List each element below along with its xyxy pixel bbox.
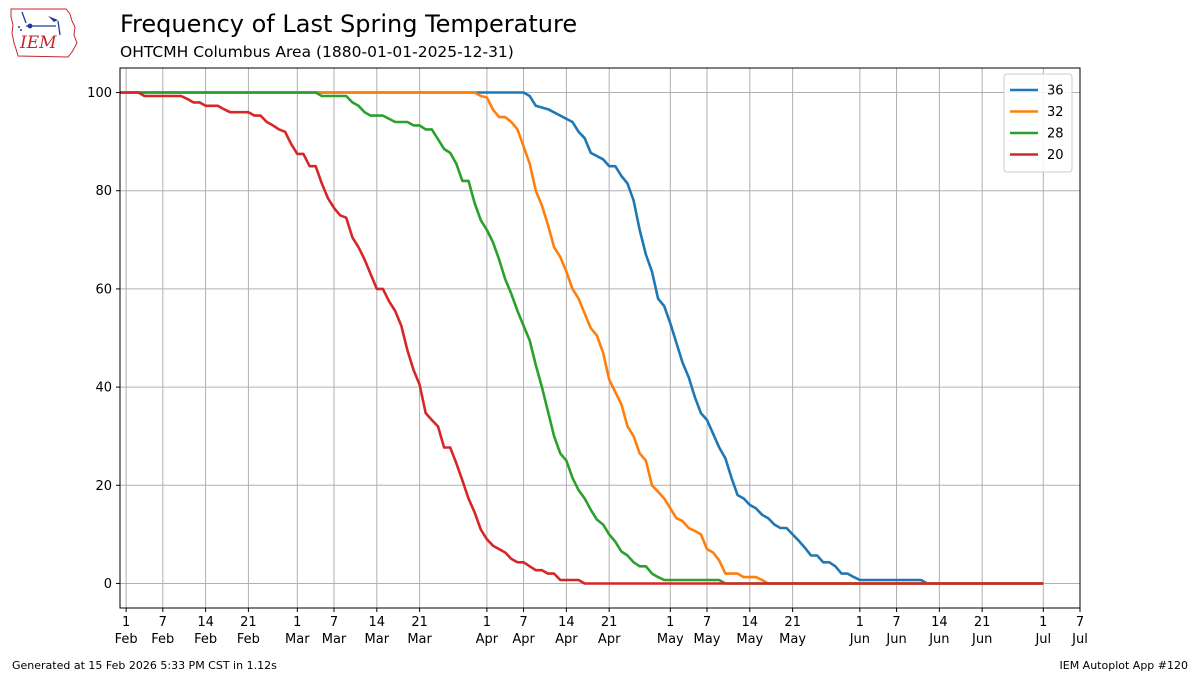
legend-box	[1003, 73, 1073, 173]
x-tick-label: 14 Feb	[194, 615, 217, 647]
x-tick-label: 7 Jul	[1071, 615, 1088, 647]
y-tick-label: 0	[104, 577, 112, 592]
x-tick-label: 21 Apr	[598, 615, 621, 647]
series-layer	[120, 91, 1044, 585]
x-tick-label: 7 May	[694, 615, 721, 647]
iem-logo: IEM	[8, 5, 80, 60]
x-tick-label: 1 Jul	[1034, 615, 1051, 647]
legend-label: 20	[1047, 148, 1064, 163]
y-tick-label: 60	[95, 282, 112, 297]
y-tick-label: 80	[95, 184, 112, 199]
legend: 36 32 28 20	[1003, 73, 1073, 173]
x-tick-label: 14 May	[736, 615, 763, 647]
x-tick-label: 7 Apr	[512, 615, 535, 647]
x-tick-label: 14 Apr	[555, 615, 578, 647]
x-tick-label: 21 Mar	[407, 615, 432, 647]
y-tick-label: 20	[95, 479, 112, 494]
x-tick-label: 14 Mar	[365, 615, 390, 647]
generated-timestamp: Generated at 15 Feb 2026 5:33 PM CST in …	[12, 659, 277, 672]
x-axis: 1 Feb 7 Feb 14 Feb 21 Feb 1 Mar 7 Mar 14 Mar 21 Mar 1 Apr…	[115, 608, 1088, 647]
chart-title: Frequency of Last Spring Temperature	[120, 10, 578, 38]
iowa-map-icon	[10, 8, 78, 58]
x-tick-label: 1 Apr	[476, 615, 499, 647]
y-axis: 0 20 40 60 80 100	[87, 86, 120, 592]
legend-label: 36	[1047, 84, 1064, 99]
x-tick-label: 1 Feb	[115, 615, 138, 647]
x-tick-label: 21 Jun	[971, 615, 992, 647]
x-tick-label: 21 May	[779, 615, 806, 647]
y-tick-label: 40	[95, 381, 112, 396]
series-line-32	[120, 91, 1044, 585]
x-tick-label: 7 Feb	[151, 615, 174, 647]
grid-lines	[120, 68, 1081, 608]
x-tick-label: 7 Jun	[885, 615, 906, 647]
x-tick-label: 21 Feb	[237, 615, 260, 647]
legend-label: 32	[1047, 105, 1064, 120]
chart-subtitle: OHTCMH Columbus Area (1880-01-01-2025-12…	[120, 43, 514, 61]
legend-label: 28	[1047, 127, 1064, 142]
y-tick-label: 100	[87, 86, 112, 101]
series-line-28	[120, 91, 1044, 585]
x-tick-label: 14 Jun	[928, 615, 949, 647]
x-tick-label: 1 Jun	[849, 615, 870, 647]
logo-text: IEM	[20, 33, 57, 53]
x-tick-label: 7 Mar	[322, 615, 347, 647]
plot-frame	[119, 67, 1081, 609]
series-line-36	[120, 91, 1044, 585]
series-line-20	[120, 91, 1044, 585]
app-credit: IEM Autoplot App #120	[1059, 659, 1189, 672]
x-tick-label: 1 Mar	[285, 615, 310, 647]
x-tick-label: 1 May	[657, 615, 684, 647]
